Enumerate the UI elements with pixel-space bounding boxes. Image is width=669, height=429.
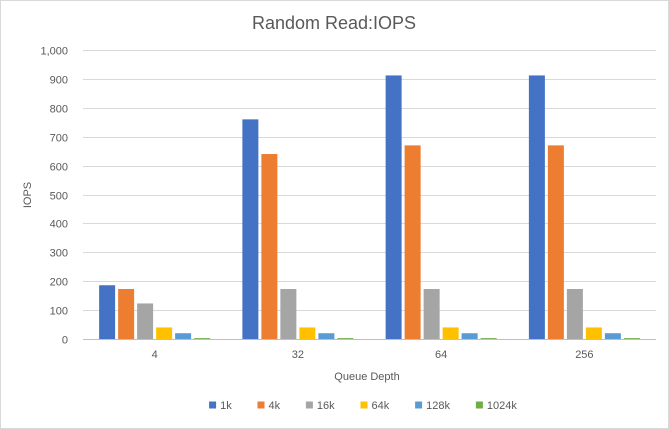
legend-label: 128k — [426, 400, 450, 412]
y-tick-label: 800 — [50, 104, 68, 116]
x-axis-title: Queue Depth — [334, 371, 399, 383]
x-tick-label: 64 — [435, 349, 447, 361]
legend: 1k 4k 16k 64k 128k 1024k — [209, 400, 517, 412]
bar-1k-64 — [385, 75, 402, 339]
bar-16k-64 — [423, 289, 440, 339]
bar-64k-32 — [299, 327, 316, 339]
y-tick-label: 0 — [62, 335, 68, 347]
y-tick-label: 500 — [50, 191, 68, 203]
x-tick-label: 32 — [292, 349, 304, 361]
legend-label: 16k — [317, 400, 335, 412]
bar-1k-32 — [242, 119, 259, 339]
y-tick-label: 300 — [50, 248, 68, 260]
gridlines — [83, 50, 656, 340]
bar-64k-256 — [585, 327, 602, 339]
legend-label: 4k — [269, 400, 281, 412]
bar-64k-64 — [442, 327, 459, 339]
bar-128k-64 — [461, 333, 478, 339]
bar-64k-4 — [156, 327, 173, 339]
y-tick-label: 700 — [50, 133, 68, 145]
bar-16k-256 — [566, 289, 583, 339]
legend-swatch-128k — [415, 401, 423, 409]
legend-swatch-4k — [257, 401, 265, 409]
chart-title: Random Read:IOPS — [252, 13, 416, 33]
legend-label: 1k — [220, 400, 232, 412]
bar-128k-4 — [175, 333, 192, 339]
bar-128k-32 — [318, 333, 335, 339]
bar-128k-256 — [604, 333, 621, 339]
x-tick-label: 256 — [575, 349, 593, 361]
bar-16k-4 — [137, 303, 154, 339]
legend-label: 64k — [372, 400, 390, 412]
legend-swatch-64k — [360, 401, 368, 409]
legend-swatch-16k — [305, 401, 313, 409]
bars — [99, 75, 640, 339]
bar-4k-32 — [261, 154, 278, 339]
y-tick-label: 400 — [50, 219, 68, 231]
bar-1024k-32 — [337, 338, 354, 339]
bar-1024k-64 — [480, 338, 497, 339]
bar-4k-256 — [547, 145, 564, 339]
y-tick-label: 900 — [50, 75, 68, 87]
bar-1k-256 — [528, 75, 545, 339]
y-tick-label: 1,000 — [40, 46, 68, 58]
bar-1024k-4 — [194, 338, 211, 339]
bar-1k-4 — [99, 285, 116, 339]
bar-16k-32 — [280, 289, 297, 339]
y-tick-label: 200 — [50, 277, 68, 289]
y-tick-label: 100 — [50, 306, 68, 318]
legend-swatch-1k — [209, 401, 217, 409]
x-tick-label: 4 — [152, 349, 158, 361]
legend-swatch-1024k — [475, 401, 483, 409]
x-axis-ticks: 4 32 64 256 — [152, 349, 594, 361]
bar-1024k-256 — [623, 338, 640, 339]
y-axis-ticks: 0 100 200 300 400 500 600 700 800 900 1,000 — [40, 46, 68, 347]
legend-label: 1024k — [487, 400, 517, 412]
bar-4k-4 — [118, 289, 135, 339]
y-tick-label: 600 — [50, 162, 68, 174]
y-axis-title: IOPS — [22, 182, 34, 208]
bar-4k-64 — [404, 145, 421, 339]
